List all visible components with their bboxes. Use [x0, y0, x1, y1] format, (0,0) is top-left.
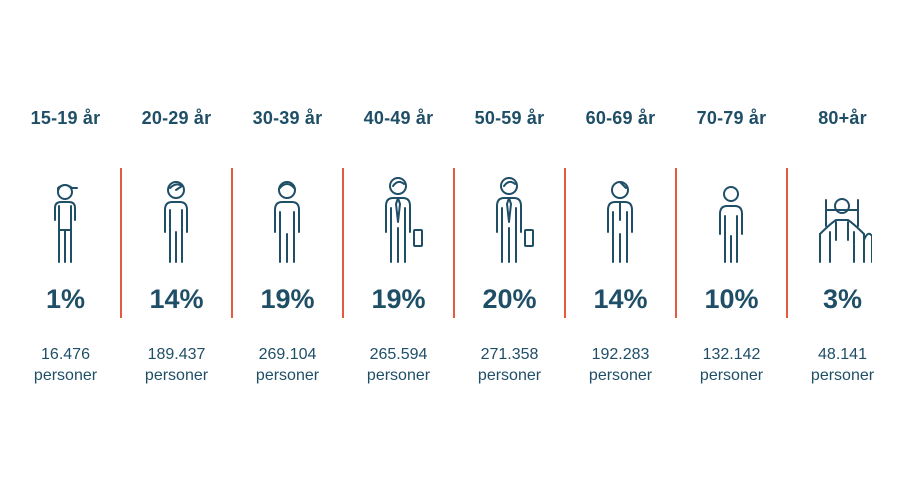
person-count-number: 48.141 — [818, 346, 867, 363]
person-count: 48.141 personer — [787, 344, 898, 386]
percentage-value: 19% — [371, 284, 426, 314]
person-count: 16.476 personer — [10, 344, 121, 386]
column-divider — [564, 168, 566, 318]
column-divider — [675, 168, 677, 318]
person-count-number: 16.476 — [41, 346, 90, 363]
person-count-unit: personer — [477, 367, 542, 384]
column-divider — [786, 168, 788, 318]
age-group-label: 40-49 år — [363, 108, 434, 128]
age-group-label: 70-79 år — [696, 108, 767, 128]
person-count-number: 132.142 — [702, 346, 761, 363]
age-group-column: 30-39 år 19% 269.104 personer — [232, 0, 343, 500]
percentage-value: 14% — [149, 284, 204, 314]
person-count: 269.104 personer — [232, 344, 343, 386]
person-count-number: 271.358 — [480, 346, 539, 363]
age-group-column: 80+år 3% 48.141 personer — [787, 0, 898, 500]
elderly-walker-icon — [812, 170, 872, 270]
adult-icon — [257, 170, 317, 270]
percentage-value: 1% — [45, 284, 86, 314]
person-count-unit: personer — [144, 367, 209, 384]
age-group-label: 50-59 år — [474, 108, 545, 128]
age-group-label: 30-39 år — [252, 108, 323, 128]
percentage-value: 10% — [704, 284, 759, 314]
young-person-cap-icon — [35, 170, 95, 270]
age-group-label: 60-69 år — [585, 108, 656, 128]
age-group-column: 40-49 år 19% 265.594 personer — [343, 0, 454, 500]
age-group-column: 70-79 år 10% 132.142 personer — [676, 0, 787, 500]
person-count: 265.594 personer — [343, 344, 454, 386]
age-group-column: 20-29 år 14% 189.437 personer — [121, 0, 232, 500]
person-count-unit: personer — [366, 367, 431, 384]
percentage-value: 20% — [482, 284, 537, 314]
businessperson-tie-briefcase-icon — [479, 170, 539, 270]
person-count-unit: personer — [255, 367, 320, 384]
person-count: 132.142 personer — [676, 344, 787, 386]
businessperson-tie-briefcase-icon — [368, 170, 428, 270]
person-count-number: 192.283 — [591, 346, 650, 363]
person-count-unit: personer — [699, 367, 764, 384]
percentage-value: 19% — [260, 284, 315, 314]
person-count-unit: personer — [33, 367, 98, 384]
person-count-unit: personer — [588, 367, 653, 384]
column-divider — [453, 168, 455, 318]
person-count: 192.283 personer — [565, 344, 676, 386]
person-count-number: 269.104 — [258, 346, 317, 363]
senior-icon — [701, 170, 761, 270]
person-count-number: 265.594 — [369, 346, 428, 363]
percentage-value: 14% — [593, 284, 648, 314]
person-count-number: 189.437 — [147, 346, 206, 363]
person-count: 189.437 personer — [121, 344, 232, 386]
age-group-column: 15-19 år 1% 16.476 personer — [10, 0, 121, 500]
age-group-label: 80+år — [818, 108, 867, 128]
column-divider — [120, 168, 122, 318]
age-group-label: 20-29 år — [141, 108, 212, 128]
column-divider — [231, 168, 233, 318]
age-group-column: 50-59 år 20% 271.358 personer — [454, 0, 565, 500]
column-divider — [342, 168, 344, 318]
person-count-unit: personer — [810, 367, 875, 384]
age-group-label: 15-19 år — [30, 108, 101, 128]
older-adult-icon — [590, 170, 650, 270]
percentage-value: 3% — [822, 284, 863, 314]
age-group-column: 60-69 år 14% 192.283 personer — [565, 0, 676, 500]
person-count: 271.358 personer — [454, 344, 565, 386]
young-adult-icon — [146, 170, 206, 270]
